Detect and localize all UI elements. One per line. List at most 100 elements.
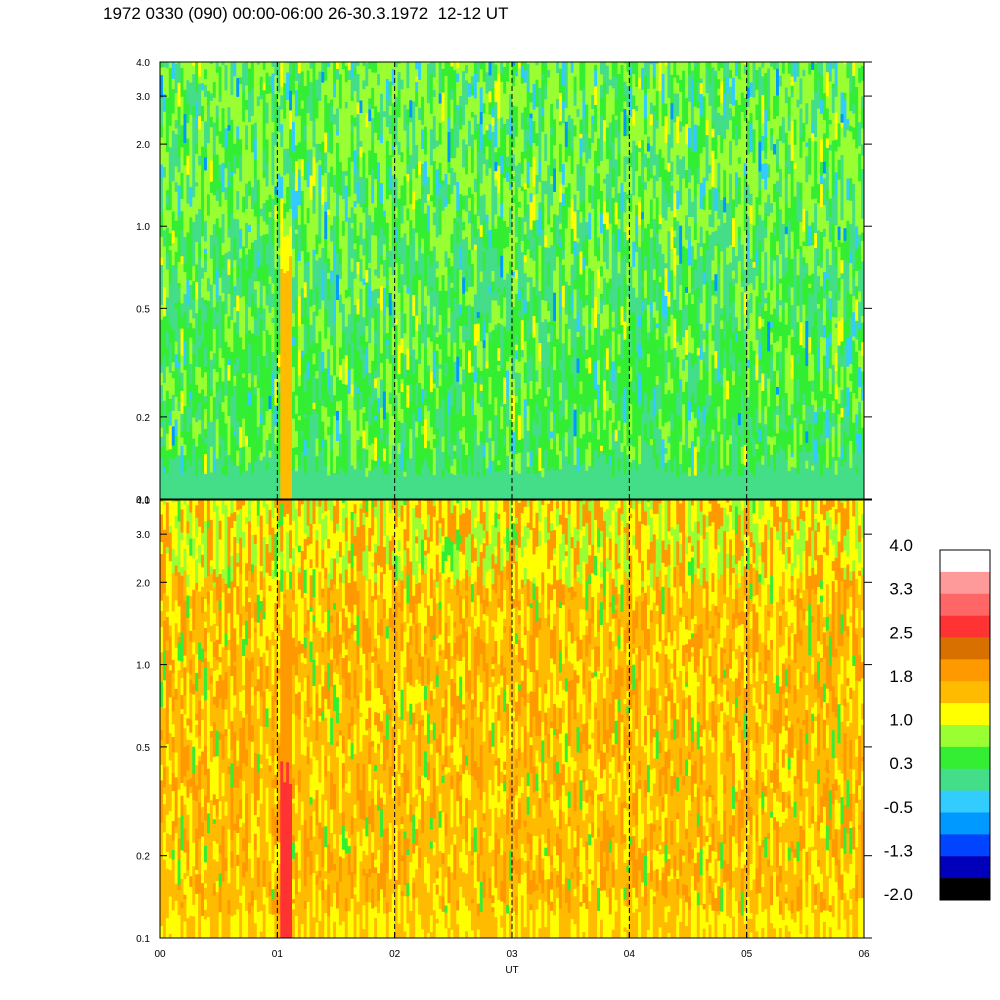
heatmap-cell [638, 481, 642, 500]
heatmap-cell [265, 352, 269, 368]
heatmap-cell [567, 96, 572, 110]
heatmap-cell [324, 494, 328, 500]
heatmap-cell [365, 294, 369, 308]
heatmap-cell [341, 291, 346, 304]
heatmap-cell [371, 317, 375, 347]
heatmap-cell [594, 438, 598, 451]
heatmap-cell [685, 427, 689, 451]
heatmap-cell [602, 183, 607, 196]
heatmap-cell [385, 65, 390, 79]
heatmap-cell [171, 410, 176, 427]
heatmap-cell [192, 396, 196, 408]
heatmap-cell [341, 366, 346, 384]
heatmap-cell [336, 401, 340, 411]
heatmap-cell [488, 246, 492, 267]
heatmap-cell [230, 109, 234, 120]
heatmap-cell [556, 108, 560, 137]
heatmap-cell [462, 209, 466, 222]
heatmap-cell [497, 400, 501, 413]
heatmap-cell [248, 62, 252, 69]
heatmap-cell [553, 356, 557, 371]
heatmap-cell [646, 353, 651, 368]
heatmap-cell [397, 480, 401, 500]
heatmap-cell [344, 289, 349, 299]
heatmap-cell [517, 452, 522, 474]
heatmap-cell [479, 370, 484, 377]
heatmap-cell [591, 261, 595, 271]
heatmap-cell [661, 157, 665, 183]
heatmap-cell [385, 306, 390, 334]
heatmap-cell [602, 277, 607, 305]
heatmap-cell [356, 460, 360, 475]
heatmap-cell [186, 481, 190, 495]
heatmap-cell [679, 225, 683, 247]
heatmap-cell [532, 194, 536, 221]
heatmap-cell [456, 282, 460, 303]
heatmap-cell [585, 243, 589, 266]
heatmap-cell [306, 264, 310, 290]
heatmap-cell [294, 272, 299, 299]
heatmap-cell [227, 227, 231, 238]
heatmap-cell [523, 448, 528, 471]
heatmap-cell [608, 465, 613, 494]
heatmap-cell [330, 62, 334, 76]
heatmap-cell [450, 151, 454, 159]
heatmap-cell [312, 470, 316, 500]
heatmap-cell [711, 128, 715, 138]
heatmap-cell [382, 244, 387, 260]
heatmap-cell [421, 459, 425, 466]
heatmap-cell [309, 68, 313, 83]
heatmap-cell [336, 108, 340, 132]
heatmap-cell [274, 93, 278, 106]
heatmap-cell [356, 314, 360, 322]
heatmap-cell [171, 88, 176, 114]
heatmap-cell [224, 405, 228, 424]
heatmap-cell [224, 133, 228, 149]
heatmap-cell [174, 353, 178, 368]
heatmap-cell [239, 410, 243, 428]
heatmap-cell [561, 368, 566, 392]
heatmap-cell [245, 156, 249, 184]
heatmap-cell [394, 443, 398, 454]
heatmap-cell [476, 123, 481, 153]
heatmap-cell [262, 308, 266, 331]
heatmap-cell [550, 341, 554, 366]
heatmap-cell [224, 239, 228, 254]
heatmap-cell [265, 72, 269, 95]
heatmap-cell [274, 240, 278, 269]
heatmap-cell [470, 324, 475, 339]
heatmap-cell [165, 366, 170, 391]
heatmap-cell [506, 493, 510, 500]
heatmap-cell [283, 62, 287, 84]
heatmap-cell [600, 266, 604, 277]
heatmap-cell [523, 469, 528, 493]
heatmap-cell [368, 103, 372, 110]
heatmap-cell [547, 303, 551, 312]
heatmap-cell [336, 349, 340, 363]
heatmap-cell [215, 431, 220, 459]
heatmap-cell [362, 88, 366, 100]
heatmap-cell [688, 225, 692, 241]
heatmap-cell [629, 86, 633, 117]
heatmap-cell [412, 141, 416, 169]
heatmap-cell [558, 234, 563, 243]
heatmap-cell [362, 377, 366, 408]
heatmap-cell [679, 159, 683, 183]
heatmap-cell [597, 165, 601, 174]
heatmap-cell [685, 169, 689, 188]
heatmap-cell [344, 108, 349, 131]
heatmap-cell [368, 396, 372, 426]
heatmap-cell [611, 311, 616, 328]
heatmap-cell [277, 296, 281, 318]
heatmap-cell [330, 281, 334, 306]
heatmap-cell [679, 481, 683, 500]
heatmap-cell [347, 343, 352, 370]
heatmap-cell [415, 286, 419, 296]
heatmap-cell [664, 447, 668, 454]
heatmap-cell [162, 490, 167, 500]
heatmap-cell [432, 160, 437, 188]
heatmap-cell [456, 81, 460, 106]
heatmap-cell [652, 317, 657, 334]
heatmap-cell [520, 190, 525, 218]
heatmap-cell [359, 62, 363, 71]
